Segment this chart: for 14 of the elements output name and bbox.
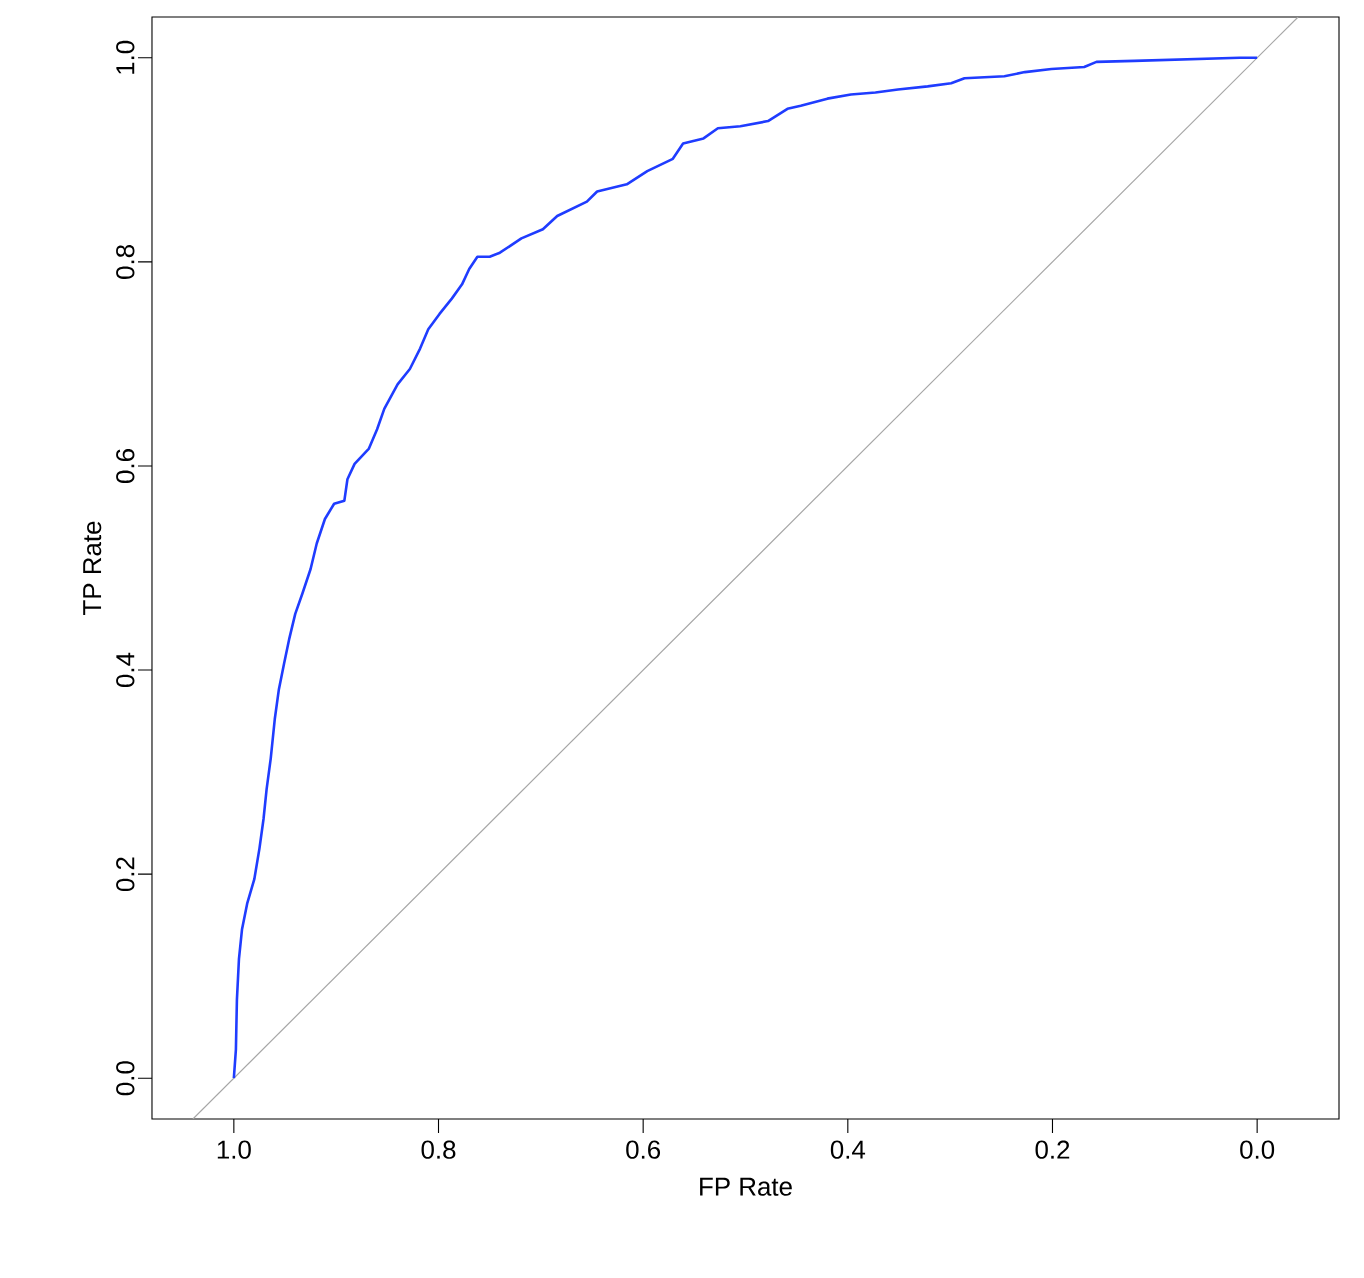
y-tick-label: 0.8	[116, 245, 135, 279]
y-tick-label: 0.2	[116, 857, 135, 892]
x-tick-label: 0.2	[1035, 1140, 1070, 1159]
y-tick-label: 0.0	[116, 1061, 135, 1096]
y-tick-label: 0.4	[116, 652, 135, 688]
x-axis-title: FP Rate	[700, 1177, 792, 1196]
y-tick-label: 0.6	[116, 449, 135, 483]
x-tick-label: 0.8	[421, 1140, 456, 1159]
x-tick-label: 0.0	[1240, 1140, 1275, 1159]
y-tick-label: 1.0	[116, 40, 135, 74]
y-axis-title: TP Rate	[83, 521, 102, 615]
x-tick-label: 0.6	[626, 1140, 661, 1159]
x-tick-label: 1.0	[217, 1140, 251, 1159]
x-tick-label: 0.4	[830, 1140, 866, 1159]
